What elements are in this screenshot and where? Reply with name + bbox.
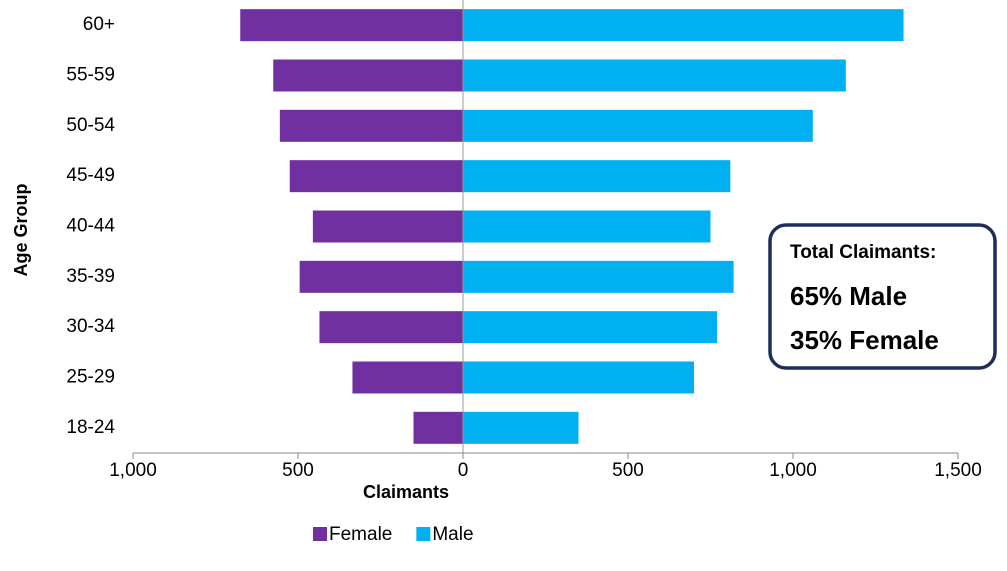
bar: [240, 9, 463, 42]
x-tick-label: 1,500: [934, 460, 982, 481]
legend-label: Male: [432, 524, 473, 545]
x-tick-label: 0: [458, 460, 469, 481]
y-tick-label: 55-59: [66, 65, 115, 86]
annotation-text: Total Claimants:: [790, 242, 936, 263]
annotation-text: 65% Male: [790, 281, 907, 311]
bar: [312, 210, 463, 243]
bar: [279, 109, 463, 142]
bar: [299, 260, 463, 293]
y-tick-label: 25-29: [66, 367, 115, 388]
bar: [352, 361, 463, 394]
y-axis-title: Age Group: [11, 183, 31, 276]
bar: [273, 59, 463, 92]
bar: [463, 9, 904, 42]
y-tick-label: 40-44: [66, 216, 115, 237]
bar: [413, 411, 463, 444]
x-tick-label: 500: [282, 460, 314, 481]
annotation-box: [768, 223, 997, 370]
y-tick-label: 45-49: [66, 165, 115, 186]
x-axis-title: Claimants: [363, 482, 449, 502]
bar: [463, 361, 694, 394]
bar: [463, 260, 734, 293]
y-tick-label: 18-24: [66, 417, 115, 438]
bar: [463, 160, 731, 193]
bar: [463, 311, 718, 344]
x-tick-label: 1,000: [769, 460, 817, 481]
legend-label: Female: [329, 524, 392, 545]
bar: [463, 109, 813, 142]
y-tick-label: 30-34: [66, 316, 115, 337]
bar: [319, 311, 463, 344]
x-tick-label: 500: [612, 460, 644, 481]
legend-swatch: [416, 527, 431, 541]
y-tick-label: 35-39: [66, 266, 115, 287]
y-tick-label: 50-54: [66, 115, 115, 136]
bar: [463, 411, 579, 444]
legend-swatch: [313, 527, 327, 541]
bar: [463, 59, 846, 92]
y-tick-label: 60+: [83, 14, 115, 35]
bar: [289, 160, 463, 193]
annotation-text: 35% Female: [790, 325, 939, 355]
bar: [463, 210, 711, 243]
x-tick-label: 1,000: [109, 460, 157, 481]
